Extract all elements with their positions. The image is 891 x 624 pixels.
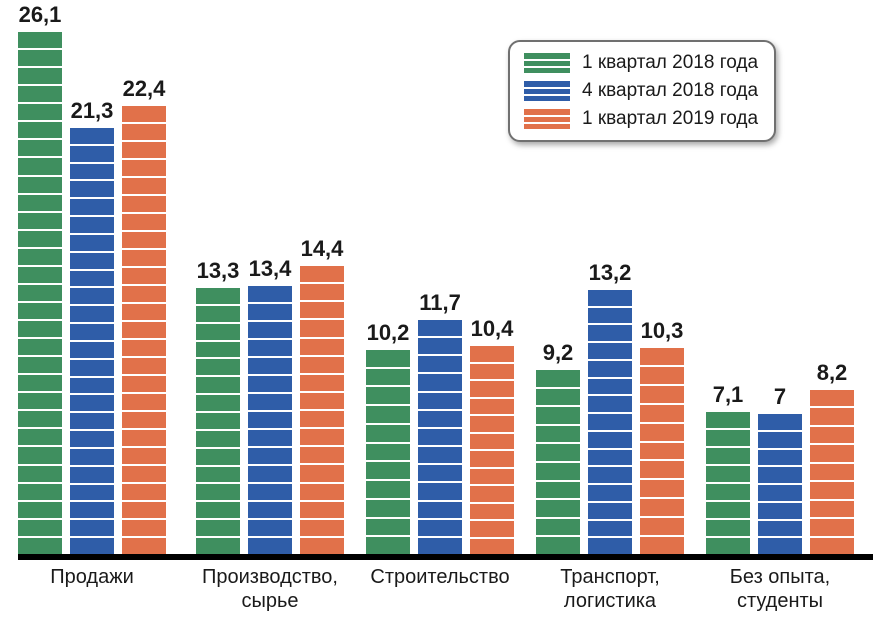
bar-value-label: 26,1 — [19, 2, 62, 28]
bar: 21,3 — [70, 128, 114, 554]
legend-label: 1 квартал 2018 года — [582, 52, 758, 74]
legend: 1 квартал 2018 года 4 квартал 2018 года 1 … — [508, 40, 776, 142]
bar-group: 9,213,210,3 — [536, 290, 684, 554]
bar: 7,1 — [706, 412, 750, 554]
legend-item: 1 квартал 2019 года — [524, 108, 758, 130]
bar-value-label: 10,4 — [471, 316, 514, 342]
category-label: Производство, сырье — [202, 565, 338, 613]
category-label: Транспорт, логистика — [560, 565, 660, 613]
category-label: Строительство — [370, 565, 509, 589]
bar-group: 10,211,710,4 — [366, 320, 514, 554]
legend-item: 4 квартал 2018 года — [524, 80, 758, 102]
legend-swatch — [524, 53, 570, 73]
bar-value-label: 7 — [774, 384, 786, 410]
bar-body — [470, 346, 514, 554]
bar: 10,3 — [640, 348, 684, 554]
grouped-bar-chart: 26,121,322,413,313,414,410,211,710,49,21… — [0, 0, 891, 624]
bar: 8,2 — [810, 390, 854, 554]
bar-body — [418, 320, 462, 554]
bar-value-label: 13,2 — [589, 260, 632, 286]
bar: 13,3 — [196, 288, 240, 554]
bar-value-label: 13,4 — [249, 256, 292, 282]
bar: 13,2 — [588, 290, 632, 554]
bar: 11,7 — [418, 320, 462, 554]
bar: 7 — [758, 414, 802, 554]
bar-value-label: 9,2 — [543, 340, 574, 366]
bar-group: 7,178,2 — [706, 390, 854, 554]
bar: 22,4 — [122, 106, 166, 554]
bar-body — [758, 414, 802, 554]
legend-swatch — [524, 109, 570, 129]
bar-body — [640, 348, 684, 554]
bar-body — [18, 32, 62, 554]
bar: 9,2 — [536, 370, 580, 554]
bar-group: 13,313,414,4 — [196, 266, 344, 554]
legend-label: 4 квартал 2018 года — [582, 80, 758, 102]
bar-body — [588, 290, 632, 554]
category-label: Продажи — [50, 565, 134, 589]
bar-value-label: 13,3 — [197, 258, 240, 284]
bar-body — [248, 286, 292, 554]
bar-body — [536, 370, 580, 554]
bar-body — [300, 266, 344, 554]
bar-body — [70, 128, 114, 554]
bar-body — [122, 106, 166, 554]
bar-value-label: 21,3 — [71, 98, 114, 124]
bar-value-label: 14,4 — [301, 236, 344, 262]
bar-value-label: 7,1 — [713, 382, 744, 408]
bar-body — [366, 350, 410, 554]
bar: 13,4 — [248, 286, 292, 554]
bar-value-label: 8,2 — [817, 360, 848, 386]
bar-body — [706, 412, 750, 554]
x-axis-baseline — [18, 554, 873, 560]
bar: 26,1 — [18, 32, 62, 554]
bar-body — [810, 390, 854, 554]
legend-swatch — [524, 81, 570, 101]
category-label: Без опыта, студенты — [730, 565, 830, 613]
bar: 10,2 — [366, 350, 410, 554]
bar-group: 26,121,322,4 — [18, 32, 166, 554]
bar-value-label: 10,3 — [641, 318, 684, 344]
bar: 14,4 — [300, 266, 344, 554]
bar-value-label: 11,7 — [419, 290, 461, 316]
bar-body — [196, 288, 240, 554]
legend-item: 1 квартал 2018 года — [524, 52, 758, 74]
bar: 10,4 — [470, 346, 514, 554]
bar-value-label: 10,2 — [367, 320, 410, 346]
legend-label: 1 квартал 2019 года — [582, 108, 758, 130]
bar-value-label: 22,4 — [123, 76, 166, 102]
